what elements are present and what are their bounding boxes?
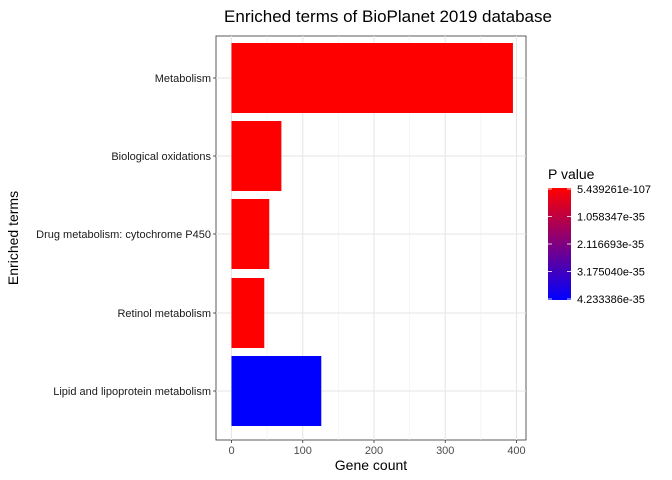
legend-label: 1.058347e-35 (577, 212, 645, 224)
y-tick-label: Metabolism (155, 73, 211, 85)
legend-colorbar (548, 188, 571, 300)
legend-label: 3.175040e-35 (577, 267, 645, 279)
legend-labels: 5.439261e-107 1.058347e-35 2.116693e-35 3.1… (548, 184, 651, 306)
bar (231, 356, 322, 426)
x-tick-label: 300 (436, 445, 454, 457)
x-tick-label: 0 (228, 445, 234, 457)
y-tick-label: Retinol metabolism (117, 308, 211, 320)
y-tick-label: Biological oxidations (111, 151, 211, 163)
y-axis-label: Enriched terms (5, 191, 21, 285)
legend-title: P value (548, 166, 595, 182)
bar (231, 278, 265, 348)
y-tick-label: Drug metabolism: cytochrome P450 (36, 229, 211, 241)
legend-label: 2.116693e-35 (577, 239, 644, 251)
x-tick-label: 400 (507, 445, 525, 457)
y-tick-label: Lipid and lipoprotein metabolism (53, 386, 211, 398)
chart-title: Enriched terms of BioPlanet 2019 databas… (224, 7, 552, 26)
bars (231, 43, 513, 426)
y-tick-labels: Metabolism Biological oxidations Drug meta… (36, 73, 216, 398)
bar (231, 121, 282, 191)
bar (231, 43, 513, 113)
x-tick-label: 200 (365, 445, 383, 457)
legend-label: 5.439261e-107 (577, 184, 651, 196)
x-axis-label: Gene count (335, 457, 407, 473)
x-tick-labels: 0 100 200 300 400 (228, 440, 526, 457)
bar (231, 199, 270, 269)
legend-label: 4.233386e-35 (577, 294, 645, 306)
x-tick-label: 100 (294, 445, 312, 457)
